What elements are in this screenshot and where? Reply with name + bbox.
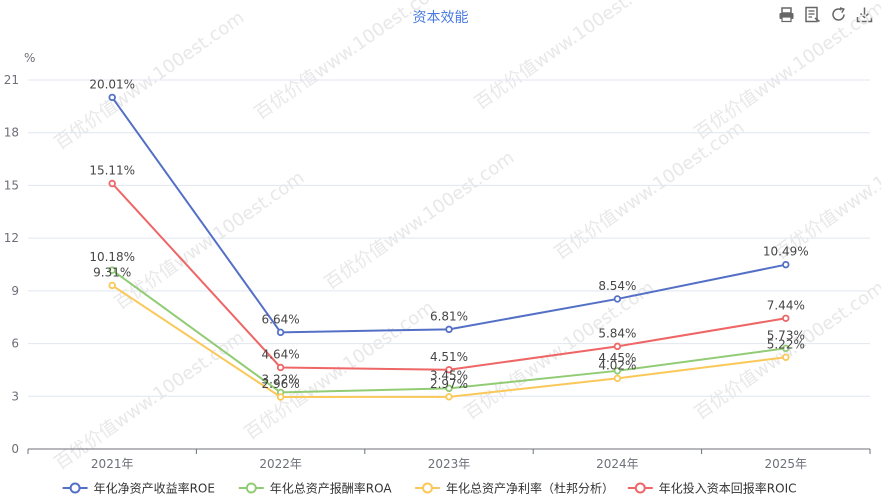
data-label: 4.45% bbox=[598, 351, 636, 365]
data-view-icon[interactable] bbox=[804, 6, 821, 23]
data-point[interactable] bbox=[445, 366, 453, 374]
data-point[interactable] bbox=[108, 93, 116, 102]
data-point[interactable] bbox=[613, 295, 622, 303]
data-label: 5.73% bbox=[767, 328, 805, 342]
data-label: 5.84% bbox=[598, 326, 636, 340]
watermark-text: 百优价值www.100est.com bbox=[321, 147, 518, 294]
legend-item[interactable]: 年化投入资本回报率ROIC bbox=[627, 481, 797, 496]
data-label: 15.11% bbox=[89, 163, 135, 177]
data-label: 2.96% bbox=[262, 377, 300, 391]
chart-title: 资本效能 bbox=[412, 10, 469, 26]
legend-marker-icon bbox=[245, 482, 257, 494]
legend-marker-icon bbox=[634, 482, 646, 494]
print-icon[interactable] bbox=[778, 6, 795, 23]
data-label: 6.81% bbox=[430, 309, 468, 323]
data-point[interactable] bbox=[782, 344, 790, 353]
watermark-text: 百优价值www.100est.com bbox=[691, 0, 881, 144]
data-label: 4.64% bbox=[262, 347, 300, 361]
watermark-text: 百优价值www.100est.com bbox=[111, 167, 308, 314]
data-label: 4.02% bbox=[598, 358, 636, 372]
y-tick-label: 15 bbox=[4, 178, 19, 192]
watermark-text: 百优价值www.100est.com bbox=[771, 117, 881, 264]
watermark-text: 百优价值www.100est.com bbox=[471, 0, 668, 114]
x-tick-label: 2025年 bbox=[765, 457, 808, 471]
watermark-text: 百优价值www.100est.com bbox=[51, 7, 248, 154]
refresh-icon[interactable] bbox=[830, 6, 847, 23]
download-icon[interactable] bbox=[856, 6, 873, 23]
data-point[interactable] bbox=[445, 384, 453, 393]
data-label: 6.64% bbox=[262, 312, 300, 326]
watermark-text: 百优价值www.100est.com bbox=[251, 0, 448, 124]
y-tick-label: 3 bbox=[11, 389, 19, 403]
x-tick-label: 2021年 bbox=[91, 457, 134, 471]
y-tick-label: 21 bbox=[4, 73, 19, 87]
data-point[interactable] bbox=[108, 179, 116, 188]
series-layer bbox=[108, 93, 790, 401]
data-point[interactable] bbox=[613, 374, 622, 383]
data-label: 3.22% bbox=[262, 372, 300, 386]
grid-layer bbox=[28, 79, 870, 450]
legend: 年化净资产收益率ROE 年化总资产报酬率ROA 年化总资产净利率（杜邦分析） 年化投入… bbox=[62, 481, 797, 496]
watermark-text: 百优价值www.100est.com bbox=[51, 327, 248, 474]
data-point[interactable] bbox=[276, 393, 285, 401]
data-label: 9.31% bbox=[93, 265, 131, 279]
x-tick-label: 2022年 bbox=[259, 457, 302, 471]
data-point[interactable] bbox=[613, 342, 622, 351]
y-tick-label: 18 bbox=[4, 126, 19, 140]
watermark-text: 百优价值www.100est.com bbox=[551, 117, 748, 264]
data-point[interactable] bbox=[613, 367, 622, 375]
data-label: 5.22% bbox=[767, 337, 805, 351]
legend-item[interactable]: 年化净资产收益率ROE bbox=[62, 481, 215, 496]
legend-label: 年化总资产净利率（杜邦分析） bbox=[446, 481, 614, 496]
data-label: 7.44% bbox=[767, 298, 805, 312]
y-tick-label: 9 bbox=[11, 284, 19, 298]
y-tick-label: 12 bbox=[4, 231, 19, 245]
data-point[interactable] bbox=[276, 328, 285, 337]
chart-toolbar bbox=[778, 6, 873, 23]
x-tick-label: 2023年 bbox=[428, 457, 471, 471]
data-point[interactable] bbox=[276, 363, 285, 372]
axis-layer: 0 3 6 9 12 15 18 21% 2021年 2022年 2023年 2024年 2025年 bbox=[4, 51, 871, 471]
watermark-layer: 百优价值www.100est.com 百优价值www.100est.com 百优价值… bbox=[51, 0, 881, 474]
legend-label: 年化净资产收益率ROE bbox=[94, 481, 215, 496]
legend-marker-icon bbox=[422, 482, 433, 494]
data-label: 3.45% bbox=[430, 368, 468, 382]
data-point[interactable] bbox=[782, 314, 790, 322]
y-tick-label: 0 bbox=[11, 442, 19, 456]
data-point[interactable] bbox=[445, 325, 453, 334]
y-tick-label: 6 bbox=[11, 337, 19, 351]
y-axis-unit: % bbox=[24, 51, 35, 65]
data-label: 10.49% bbox=[763, 245, 809, 259]
data-point[interactable] bbox=[108, 281, 116, 290]
data-point[interactable] bbox=[108, 266, 116, 274]
data-point[interactable] bbox=[782, 260, 790, 269]
data-label: 2.97% bbox=[430, 377, 468, 391]
data-label: 4.51% bbox=[430, 350, 468, 364]
legend-label: 年化投入资本回报率ROIC bbox=[659, 481, 797, 496]
legend-item[interactable]: 年化总资产报酬率ROA bbox=[238, 481, 393, 496]
data-label: 8.54% bbox=[598, 279, 636, 293]
legend-item[interactable]: 年化总资产净利率（杜邦分析） bbox=[415, 481, 614, 496]
data-label: 10.18% bbox=[89, 250, 135, 264]
data-point[interactable] bbox=[782, 353, 790, 361]
x-tick-label: 2024年 bbox=[596, 457, 639, 471]
legend-label: 年化总资产报酬率ROA bbox=[270, 481, 393, 496]
data-label-layer: 20.01% 6.64% 6.81% 8.54% 10.49% 10.18% 3.22% 3.… bbox=[89, 77, 808, 391]
data-label: 20.01% bbox=[89, 77, 135, 91]
data-point[interactable] bbox=[445, 393, 453, 401]
legend-marker-icon bbox=[69, 482, 81, 494]
